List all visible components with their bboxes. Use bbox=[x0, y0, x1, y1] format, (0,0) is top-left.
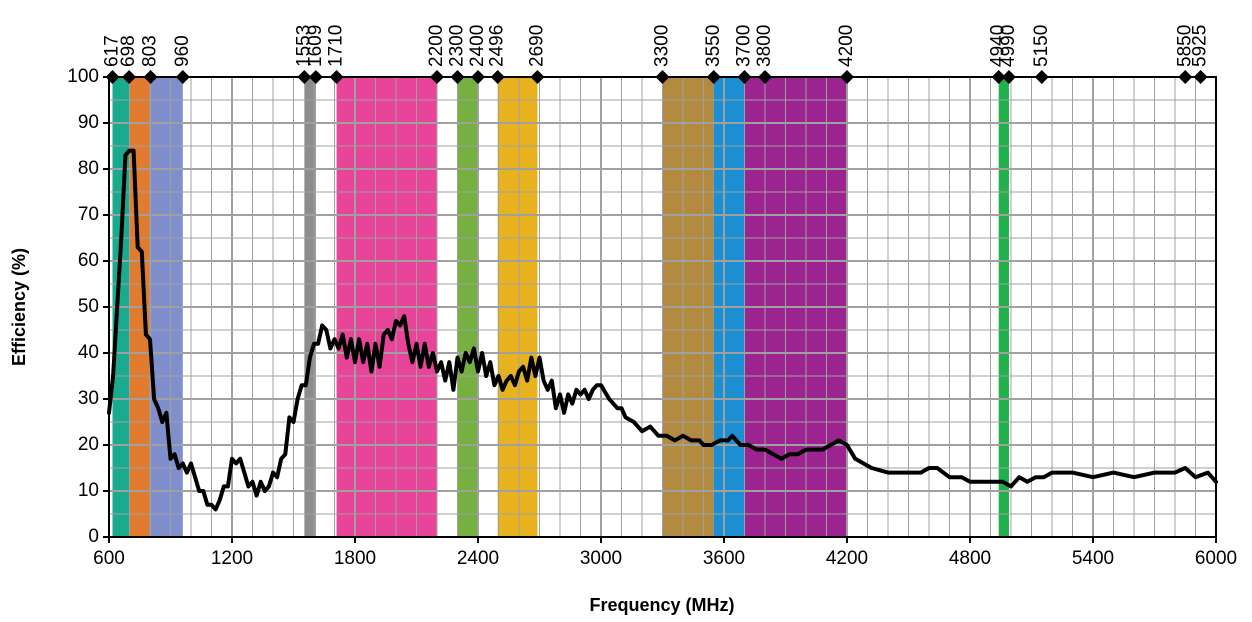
band-marker-label: 960 bbox=[172, 35, 193, 67]
band-marker bbox=[737, 70, 752, 84]
band-marker bbox=[105, 70, 120, 84]
band-marker bbox=[1001, 70, 1016, 84]
band-marker-label: 1553 bbox=[293, 25, 314, 67]
y-tick-label: 100 bbox=[67, 66, 99, 87]
x-tick-label: 4200 bbox=[826, 548, 868, 569]
band-marker-label: 3800 bbox=[754, 25, 775, 67]
x-tick-label: 4800 bbox=[949, 548, 991, 569]
band-marker-label: 5850 bbox=[1174, 25, 1195, 67]
x-tick-label: 6000 bbox=[1195, 548, 1237, 569]
band-marker bbox=[329, 70, 344, 84]
band-marker bbox=[991, 70, 1006, 84]
band-marker-label: 5925 bbox=[1190, 25, 1211, 67]
band-marker-label: 5150 bbox=[1031, 25, 1052, 67]
band-marker bbox=[1193, 70, 1208, 84]
band-marker-label: 2300 bbox=[447, 25, 468, 67]
y-tick-label: 30 bbox=[78, 388, 99, 409]
x-tick-label: 1800 bbox=[334, 548, 376, 569]
y-tick-label: 70 bbox=[78, 204, 99, 225]
band-marker-label: 617 bbox=[102, 35, 123, 67]
band-marker bbox=[175, 70, 190, 84]
band-marker bbox=[490, 70, 505, 84]
band-marker bbox=[840, 70, 854, 84]
y-tick-label: 10 bbox=[78, 480, 99, 501]
band-marker-label: 1710 bbox=[326, 25, 347, 67]
band-marker bbox=[122, 70, 137, 84]
x-tick-label: 3000 bbox=[580, 548, 622, 569]
band-marker-label: 4990 bbox=[998, 25, 1019, 67]
y-tick-label: 60 bbox=[78, 250, 99, 271]
x-tick-label: 2400 bbox=[457, 548, 499, 569]
band-marker-label: 3700 bbox=[734, 25, 755, 67]
y-axis-title: Efficiency (%) bbox=[9, 248, 29, 366]
y-tick-label: 80 bbox=[78, 158, 99, 179]
band-marker-label: 4200 bbox=[836, 25, 857, 67]
band-marker bbox=[758, 70, 772, 84]
band-marker-label: 3550 bbox=[703, 25, 724, 67]
band-marker-label: 3300 bbox=[652, 25, 673, 67]
y-tick-label: 40 bbox=[78, 342, 99, 363]
band-marker bbox=[308, 70, 323, 84]
band-marker-label: 2496 bbox=[487, 25, 508, 67]
x-tick-label: 3600 bbox=[703, 548, 745, 569]
y-tick-label: 20 bbox=[78, 434, 99, 455]
band-marker-label: 2690 bbox=[526, 25, 547, 67]
band-marker bbox=[706, 70, 721, 84]
band-marker-label: 803 bbox=[140, 35, 161, 67]
band-marker bbox=[297, 70, 312, 84]
x-tick-label: 600 bbox=[93, 548, 125, 569]
y-tick-label: 50 bbox=[78, 296, 99, 317]
band-marker bbox=[471, 70, 485, 84]
band-marker bbox=[1034, 70, 1049, 84]
band-marker bbox=[450, 70, 465, 84]
band-marker bbox=[530, 70, 545, 84]
band-marker bbox=[655, 70, 670, 84]
x-axis-title: Frequency (MHz) bbox=[589, 595, 734, 615]
band-marker bbox=[430, 70, 444, 84]
band-marker-label: 2200 bbox=[426, 25, 447, 67]
band-marker-label: 2400 bbox=[467, 25, 488, 67]
x-tick-label: 1200 bbox=[211, 548, 253, 569]
band-marker-label: 1609 bbox=[305, 25, 326, 67]
y-tick-label: 0 bbox=[88, 526, 99, 547]
band-marker bbox=[1178, 70, 1193, 84]
band-marker bbox=[143, 70, 158, 84]
band-marker-label: 4940 bbox=[988, 25, 1009, 67]
efficiency-line bbox=[107, 148, 1218, 512]
band-marker-label: 698 bbox=[118, 35, 139, 67]
x-tick-label: 5400 bbox=[1072, 548, 1114, 569]
y-tick-label: 90 bbox=[78, 112, 99, 133]
